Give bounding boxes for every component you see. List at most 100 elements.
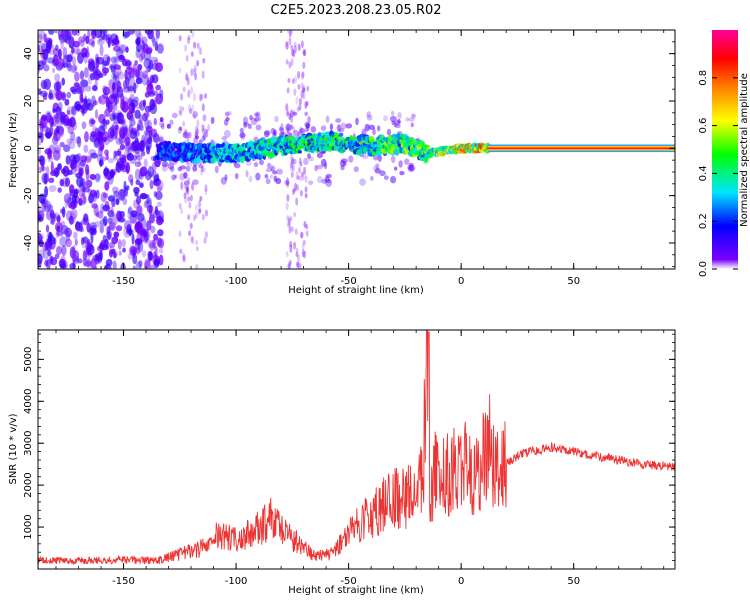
heatmap-cell	[300, 40, 304, 48]
heatmap-cell	[204, 231, 208, 239]
heatmap-cell	[283, 179, 290, 185]
heatmap-cell	[285, 123, 292, 132]
heatmap-cell	[99, 249, 103, 261]
heatmap-cell	[201, 135, 206, 142]
heatmap-cell	[303, 157, 309, 166]
heatmap-cell	[55, 90, 63, 101]
heatmap-cell	[92, 84, 98, 92]
heatmap-cell	[46, 231, 54, 244]
heatmap-cell	[283, 131, 290, 136]
heatmap-cell	[115, 196, 120, 204]
heatmap-cell	[155, 84, 161, 91]
heatmap-cell	[307, 180, 314, 186]
heatmap-cell	[304, 121, 311, 128]
y-tick-label: 0	[23, 145, 34, 151]
heatmap-cell	[94, 53, 100, 64]
heatmap-cell	[305, 101, 309, 107]
heatmap-cell	[145, 66, 151, 73]
heatmap-cell	[151, 128, 158, 138]
heatmap-cell	[324, 162, 328, 170]
heatmap-cell	[80, 79, 89, 88]
heatmap-cell	[102, 216, 108, 226]
heatmap-cell	[114, 34, 119, 43]
heatmap-cell	[134, 152, 141, 159]
heatmap-cell	[84, 250, 93, 258]
heatmap-cell	[48, 177, 55, 184]
heatmap-cell	[303, 250, 307, 259]
heatmap-cell	[70, 159, 75, 171]
heatmap-cell	[288, 225, 292, 234]
heatmap-cell	[171, 174, 176, 181]
x-tick-label: -150	[112, 276, 135, 287]
heatmap-cell	[119, 127, 126, 140]
heatmap-cell	[239, 132, 246, 139]
heatmap-cell	[364, 123, 371, 132]
heatmap-cell	[89, 189, 97, 198]
snr-ticks: -150 -100 -50 0 50 1000 2000 3000 4000 5000	[23, 330, 675, 587]
x-tick-label: 50	[567, 276, 580, 287]
heatmap-cell	[192, 164, 198, 172]
heatmap-cell	[201, 213, 205, 221]
heatmap-cell	[135, 39, 141, 46]
heatmap-cell	[393, 122, 398, 128]
heatmap-cell	[156, 179, 164, 191]
heatmap-cell	[198, 200, 202, 208]
heatmap-cell	[90, 131, 97, 138]
heatmap-cell	[113, 71, 119, 79]
heatmap-cell	[64, 98, 70, 106]
heatmap-cell	[398, 160, 403, 168]
heatmap-cell	[138, 168, 146, 177]
heatmap-cell	[210, 143, 215, 147]
heatmap-cell	[109, 168, 115, 179]
heatmap-cell	[304, 101, 308, 109]
heatmap-cell	[63, 54, 70, 64]
heatmap-cell	[83, 144, 89, 153]
heatmap-cell	[94, 30, 102, 39]
heatmap-cell	[59, 208, 66, 214]
heatmap-cell	[287, 77, 291, 84]
heatmap-cell	[82, 257, 88, 267]
heatmap-cell	[144, 117, 150, 130]
heatmap-cell	[82, 195, 87, 204]
heatmap-cell	[117, 239, 122, 251]
heatmap-cell	[302, 61, 306, 70]
heatmap-cell	[150, 264, 157, 269]
heatmap-cell	[374, 168, 381, 174]
heatmap-cell	[284, 41, 288, 48]
heatmap-cell	[292, 129, 299, 137]
heatmap-cell	[158, 215, 165, 221]
heatmap-cell	[375, 163, 380, 169]
spectrogram-x-label: Height of straight line (km)	[288, 285, 424, 296]
heatmap-cell	[89, 221, 97, 232]
heatmap-cell	[48, 92, 54, 100]
heatmap-cell	[253, 161, 259, 168]
heatmap-cell	[288, 61, 292, 69]
heatmap-cell	[198, 164, 204, 169]
heatmap-cell	[46, 57, 55, 64]
heatmap-cell	[57, 101, 63, 112]
heatmap-cell	[112, 186, 119, 193]
heatmap-cell	[105, 225, 111, 235]
heatmap-cell	[146, 220, 152, 231]
heatmap-cell	[189, 222, 193, 229]
heatmap-cell	[263, 129, 271, 136]
heatmap-cell	[100, 30, 106, 40]
heatmap-cell	[192, 113, 196, 120]
heatmap-cell	[336, 124, 342, 132]
heatmap-cell	[80, 227, 84, 233]
heatmap-cell	[87, 61, 96, 72]
heatmap-cell	[243, 121, 248, 129]
heatmap-cell	[207, 123, 211, 132]
heatmap-cell	[46, 258, 51, 269]
heatmap-cell	[192, 110, 199, 119]
heatmap-cell	[84, 131, 89, 143]
heatmap-cell	[290, 57, 294, 66]
heatmap-cell	[52, 150, 61, 161]
snr-y-label: SNR (10 * v/v)	[8, 413, 19, 484]
y-tick-label: 3000	[23, 430, 34, 455]
heatmap-cell	[114, 231, 119, 241]
heatmap-cell	[56, 80, 60, 92]
heatmap-cell	[320, 158, 327, 167]
heatmap-cell	[285, 181, 290, 187]
heatmap-cell	[295, 251, 299, 258]
